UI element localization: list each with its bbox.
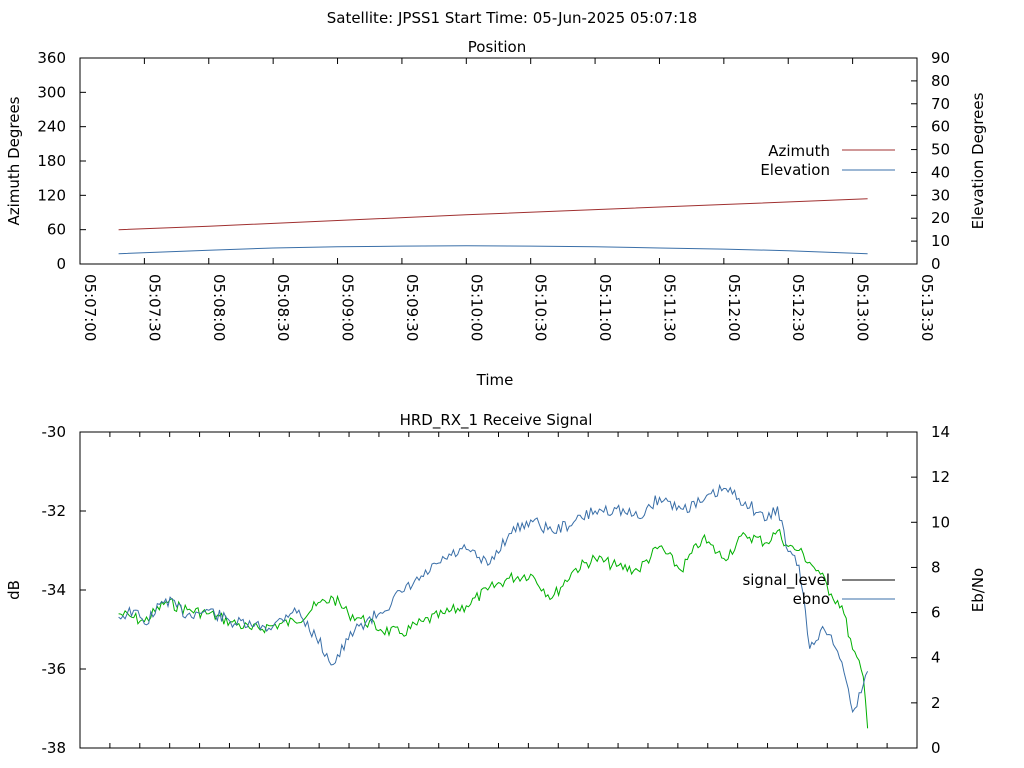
azimuth-tick-label: 120 [37, 186, 66, 204]
elevation-tick-label: 40 [931, 163, 950, 181]
time-tick-label: 05:08:00 [210, 274, 228, 341]
db-tick-label: -36 [42, 660, 67, 678]
db-tick-label: -30 [42, 423, 67, 441]
azimuth-tick-label: 180 [37, 152, 66, 170]
signal-level-line [118, 528, 869, 729]
elevation-tick-label: 50 [931, 141, 950, 159]
time-tick-label: 05:08:30 [274, 274, 292, 341]
db-tick-label: -34 [42, 581, 67, 599]
azimuth-tick-label: 60 [47, 221, 66, 239]
elevation-tick-label: 10 [931, 232, 950, 250]
time-tick-label: 05:09:00 [339, 274, 357, 341]
legend-elevation-label: Elevation [760, 161, 830, 179]
time-tick-label: 05:11:30 [660, 274, 678, 341]
time-tick-label: 05:07:30 [145, 274, 163, 341]
ebno-tick-label: 0 [931, 739, 941, 757]
position-x-axis-label: Time [476, 371, 514, 389]
elevation-tick-label: 0 [931, 255, 941, 273]
elevation-tick-label: 20 [931, 209, 950, 227]
ebno-axis-label: Eb/No [969, 568, 987, 612]
figure-title: Satellite: JPSS1 Start Time: 05-Jun-2025… [327, 9, 698, 27]
time-tick-label: 05:10:00 [467, 274, 485, 341]
azimuth-axis-label: Azimuth Degrees [5, 96, 23, 225]
azimuth-line [118, 198, 868, 231]
time-tick-label: 05:11:00 [596, 274, 614, 341]
signal-legend: signal_level ebno [742, 571, 895, 608]
db-tick-label: -38 [42, 739, 67, 757]
elevation-tick-label: 60 [931, 118, 950, 136]
azimuth-tick-label: 0 [56, 255, 66, 273]
ebno-tick-label: 14 [931, 423, 950, 441]
ebno-tick-label: 10 [931, 513, 950, 531]
position-legend: Azimuth Elevation [760, 142, 895, 179]
azimuth-tick-label: 240 [37, 118, 66, 136]
time-tick-label: 05:12:00 [725, 274, 743, 341]
elevation-tick-label: 80 [931, 72, 950, 90]
azimuth-tick-label: 360 [37, 49, 66, 67]
elevation-axis-label: Elevation Degrees [969, 92, 987, 229]
time-tick-label: 05:10:30 [532, 274, 550, 341]
position-panel: Position 0 60 120 180 240 300 360 0 10 20 30 40 50 60… [5, 38, 987, 389]
ebno-tick-label: 4 [931, 649, 941, 667]
elevation-line [118, 245, 868, 255]
elevation-tick-label: 30 [931, 186, 950, 204]
elevation-tick-label: 70 [931, 95, 950, 113]
ebno-tick-label: 6 [931, 604, 941, 622]
legend-azimuth-label: Azimuth [768, 142, 830, 160]
time-tick-label: 05:13:00 [854, 274, 872, 341]
ebno-tick-label: 8 [931, 558, 941, 576]
time-tick-label: 05:07:00 [81, 274, 99, 341]
elevation-tick-label: 90 [931, 49, 950, 67]
db-tick-label: -32 [42, 502, 67, 520]
ebno-tick-label: 2 [931, 694, 941, 712]
time-tick-label: 05:13:30 [918, 274, 936, 341]
legend-signal-level-label: signal_level [742, 571, 830, 590]
position-chart-title: Position [468, 38, 526, 56]
receive-signal-panel: HRD_RX_1 Receive Signal -38 -36 -34 -32 -30 0… [5, 411, 987, 757]
time-tick-label: 05:12:30 [789, 274, 807, 341]
signal-chart-title: HRD_RX_1 Receive Signal [400, 411, 593, 430]
ebno-line [118, 483, 869, 714]
legend-ebno-label: ebno [793, 590, 830, 608]
db-axis-label: dB [5, 580, 23, 600]
ebno-tick-label: 12 [931, 468, 950, 486]
signal-plot-area [79, 431, 918, 749]
azimuth-tick-label: 300 [37, 83, 66, 101]
time-tick-label: 05:09:30 [403, 274, 421, 341]
